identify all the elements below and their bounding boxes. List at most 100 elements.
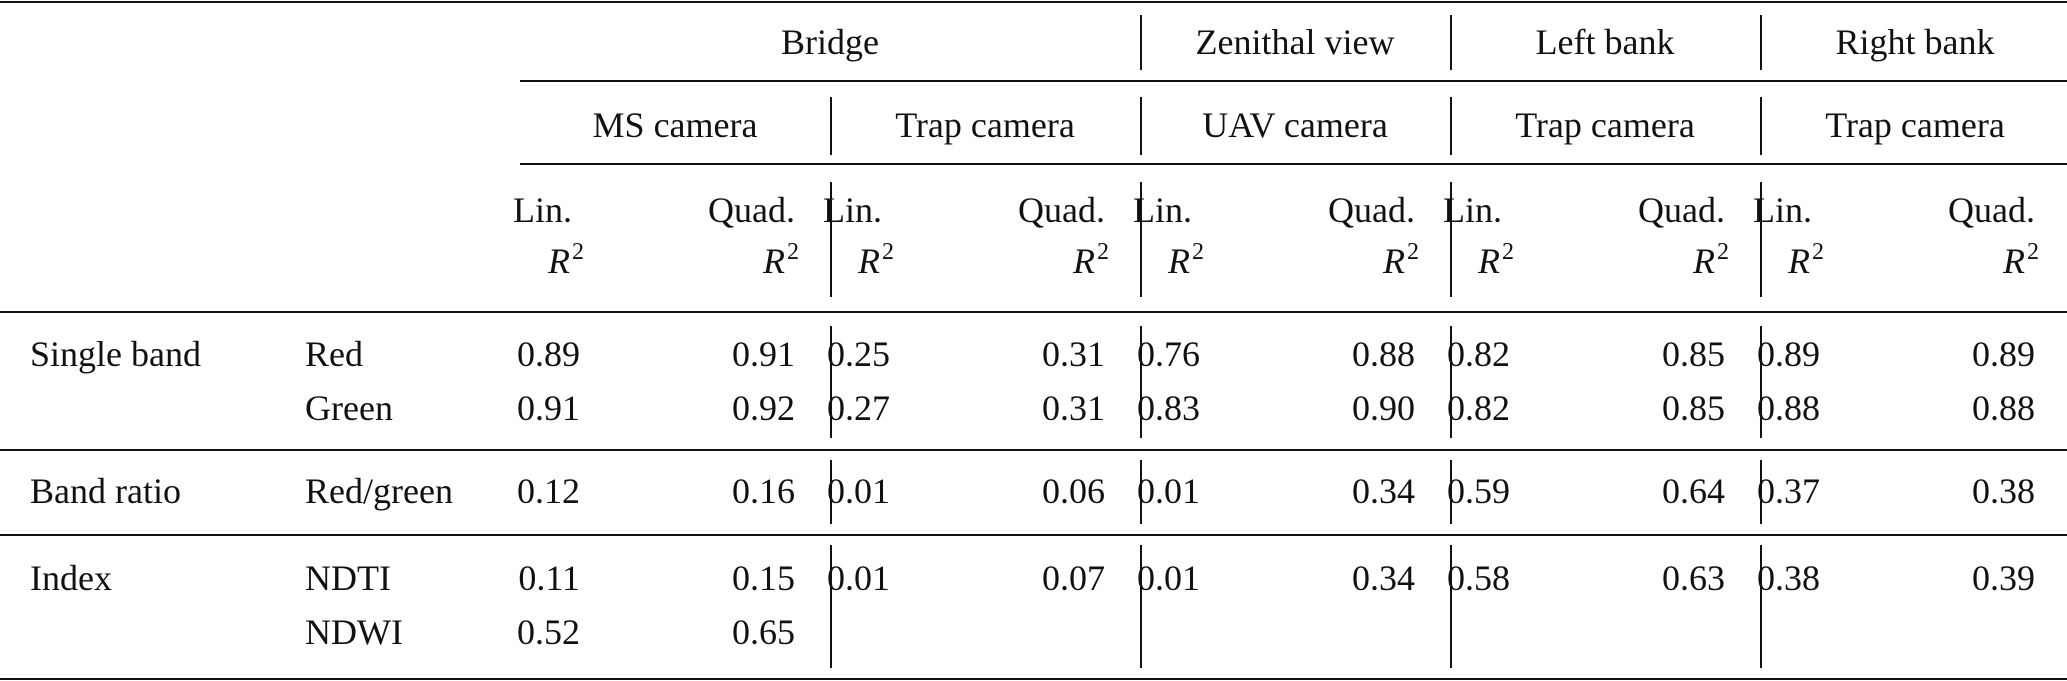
- table-cell: 0.38: [1757, 558, 1820, 598]
- r-symbol: R: [1788, 241, 1810, 281]
- r-exponent: 2: [1407, 239, 1419, 265]
- r-squared-header: R2: [1383, 240, 1419, 279]
- table-cell: 0.88: [1352, 334, 1415, 374]
- table-cell: 0.16: [732, 471, 795, 511]
- group-separator-top-1: [1140, 15, 1142, 70]
- ratio-separator-1: [1140, 460, 1142, 524]
- table-cell: 0.12: [517, 471, 580, 511]
- table-cell: 0.85: [1662, 388, 1725, 428]
- index-separator-1: [1140, 545, 1142, 668]
- table-cell: 0.01: [1137, 471, 1200, 511]
- metric-separator-3: [1760, 182, 1762, 297]
- table-cell: 0.01: [827, 471, 890, 511]
- header-rule: [0, 311, 2067, 313]
- r-exponent: 2: [1502, 239, 1514, 265]
- group-header: Left bank: [1535, 22, 1675, 62]
- table-cell: 0.91: [732, 334, 795, 374]
- table-cell: 0.83: [1137, 388, 1200, 428]
- cmidrule-groups: [520, 80, 2067, 82]
- table-cell: 0.52: [517, 612, 580, 652]
- table-cell: 0.34: [1352, 558, 1415, 598]
- ratio-separator-3: [1760, 460, 1762, 524]
- table-cell: 0.76: [1137, 334, 1200, 374]
- r-squared-header: R2: [548, 240, 584, 279]
- category-label: Band ratio: [30, 471, 181, 511]
- quad-header: Quad.: [1948, 190, 2035, 230]
- r-exponent: 2: [787, 239, 799, 265]
- table-cell: 0.15: [732, 558, 795, 598]
- table-cell: 0.37: [1757, 471, 1820, 511]
- table-cell: 0.25: [827, 334, 890, 374]
- table-cell: 0.39: [1972, 558, 2035, 598]
- r-symbol: R: [1383, 241, 1405, 281]
- quad-header: Quad.: [708, 190, 795, 230]
- table-cell: 0.89: [1972, 334, 2035, 374]
- lin-header: Lin.: [513, 190, 572, 230]
- table-cell: 0.64: [1662, 471, 1725, 511]
- band-label: Green: [305, 388, 393, 428]
- r-squared-header: R2: [1073, 240, 1109, 279]
- r-exponent: 2: [882, 239, 894, 265]
- table-cell: 0.27: [827, 388, 890, 428]
- table-cell: 0.92: [732, 388, 795, 428]
- table-cell: 0.63: [1662, 558, 1725, 598]
- table-cell: 0.91: [517, 388, 580, 428]
- camera-header: Trap camera: [1515, 105, 1695, 145]
- r-symbol: R: [1073, 241, 1095, 281]
- midrule-1: [0, 449, 2067, 451]
- table-cell: 0.88: [1972, 388, 2035, 428]
- table-cell: 0.59: [1447, 471, 1510, 511]
- cmidrule-cameras: [520, 163, 2067, 165]
- camera-header: Trap camera: [1825, 105, 2005, 145]
- band-label: NDTI: [305, 558, 391, 598]
- r-squared-header: R2: [2003, 240, 2039, 279]
- r-squared-header: R2: [1788, 240, 1824, 279]
- table-cell: 0.07: [1042, 558, 1105, 598]
- r-squared-header: R2: [1168, 240, 1204, 279]
- table-cell: 0.31: [1042, 334, 1105, 374]
- index-separator-3: [1760, 545, 1762, 668]
- r-exponent: 2: [1812, 239, 1824, 265]
- metric-separator-1: [1140, 182, 1142, 297]
- table-cell: 0.31: [1042, 388, 1105, 428]
- table-cell: 0.34: [1352, 471, 1415, 511]
- group-separator-top-2: [1450, 15, 1452, 70]
- group-header: Zenithal view: [1195, 22, 1395, 62]
- category-label: Single band: [30, 334, 201, 374]
- table-cell: 0.65: [732, 612, 795, 652]
- r-symbol: R: [1478, 241, 1500, 281]
- table-cell: 0.89: [517, 334, 580, 374]
- top-rule: [0, 1, 2067, 3]
- index-separator-0: [830, 545, 832, 668]
- band-separator-1: [1140, 326, 1142, 438]
- r-exponent: 2: [1192, 239, 1204, 265]
- table-cell: 0.82: [1447, 388, 1510, 428]
- band-separator-3: [1760, 326, 1762, 438]
- table-cell: 0.58: [1447, 558, 1510, 598]
- band-label: NDWI: [305, 612, 403, 652]
- table-cell: 0.01: [827, 558, 890, 598]
- r-squared-header: R2: [1693, 240, 1729, 279]
- table-cell: 0.82: [1447, 334, 1510, 374]
- band-separator-2: [1450, 326, 1452, 438]
- r-symbol: R: [548, 241, 570, 281]
- group-header: Bridge: [781, 22, 879, 62]
- r-exponent: 2: [572, 239, 584, 265]
- camera-separator-3: [1760, 97, 1762, 155]
- index-separator-2: [1450, 545, 1452, 668]
- camera-header: UAV camera: [1202, 105, 1388, 145]
- r-exponent: 2: [1717, 239, 1729, 265]
- lin-header: Lin.: [1753, 190, 1812, 230]
- table-cell: 0.06: [1042, 471, 1105, 511]
- table-cell: 0.85: [1662, 334, 1725, 374]
- table-cell: 0.11: [518, 558, 580, 598]
- r-symbol: R: [1693, 241, 1715, 281]
- midrule-2: [0, 534, 2067, 536]
- band-separator-0: [830, 326, 832, 438]
- lin-header: Lin.: [823, 190, 882, 230]
- r-symbol: R: [1168, 241, 1190, 281]
- r-squared-header: R2: [1478, 240, 1514, 279]
- metric-separator-0: [830, 182, 832, 297]
- ratio-separator-0: [830, 460, 832, 524]
